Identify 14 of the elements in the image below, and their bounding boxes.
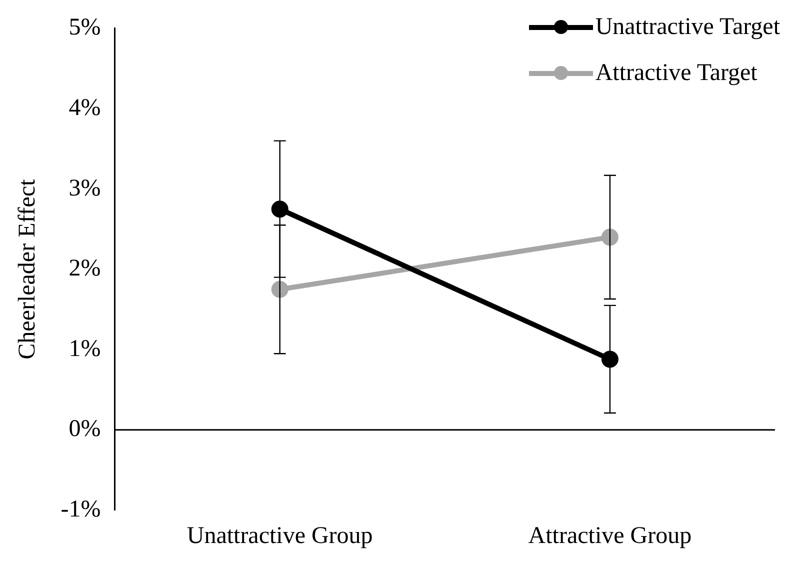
x-tick-label: Unattractive Group [186, 522, 373, 549]
y-tick-label: 4% [68, 94, 101, 121]
point [271, 200, 288, 218]
y-tick-label: 3% [68, 175, 101, 202]
y-axis-title: Cheerleader Effect [14, 178, 41, 360]
y-tick-label: 2% [68, 256, 101, 282]
legend-label: Attractive Target [595, 60, 758, 86]
y-tick-label: 5% [68, 14, 101, 41]
point [601, 350, 618, 368]
legend-label: Unattractive Target [595, 14, 780, 40]
y-tick-label: -1% [60, 496, 101, 522]
x-tick-label: Attractive Group [528, 522, 692, 549]
y-tick-label: 1% [68, 336, 101, 362]
y-tick-label: 0% [68, 416, 101, 442]
